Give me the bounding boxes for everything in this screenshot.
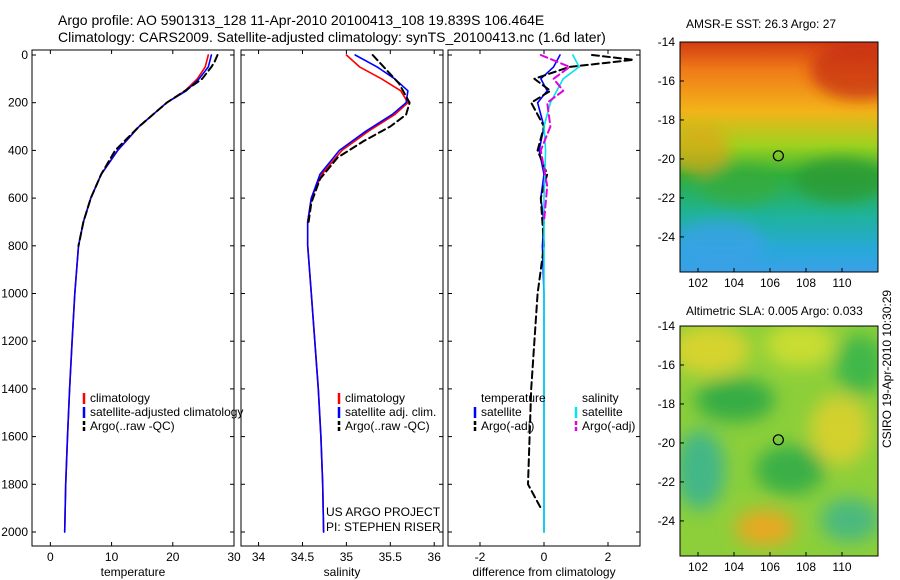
sla-map-ytick-label: -16 [658, 358, 676, 372]
salinity-legend-satellite-label: satellite adj. clim. [345, 405, 436, 419]
salinity-series-line [307, 54, 411, 223]
sla-map-ytick-label: -24 [658, 514, 676, 528]
difference-legend-temp-argo-label: Argo(-adj) [481, 419, 534, 433]
salinity-series-line [306, 54, 409, 533]
sla-map-xtick-label: 110 [832, 560, 851, 574]
sla-map-xtick-label: 104 [724, 560, 744, 574]
sst-map-float-position-marker [772, 150, 784, 162]
salinity-xtick-label: 36 [428, 550, 442, 564]
sla-map-ytick-label: -18 [658, 397, 676, 411]
salinity-legend-climatology-label: climatology [345, 391, 405, 405]
salinity-xtick-label: 34.5 [291, 550, 315, 564]
sst-map-ytick-label: -22 [658, 191, 676, 205]
temperature-xtick-label: 20 [166, 550, 180, 564]
sla-heatmap [680, 326, 878, 556]
sla-map-xtick-label: 108 [796, 560, 816, 574]
sst-heatmap [680, 42, 878, 272]
sst-map-xtick-label: 104 [724, 276, 744, 290]
difference-legend-sal-argo-label: Argo(-adj) [582, 419, 635, 433]
salinity-legend-argo-label: Argo(..raw -QC) [345, 419, 430, 433]
temperature-legend-climatology-label: climatology [90, 391, 150, 405]
depth-tick-label: 1600 [1, 430, 28, 444]
difference-xtick-label: 0 [541, 550, 548, 564]
temperature-xlabel: temperature [101, 565, 166, 579]
salinity-xtick-label: 35 [340, 550, 354, 564]
sst-map-xtick-label: 106 [760, 276, 780, 290]
difference-series-line [543, 54, 581, 533]
sla-map-title: Altimetric SLA: 0.005 Argo: 0.033 [686, 304, 863, 318]
depth-tick-label: 1200 [1, 334, 28, 348]
difference-xlabel: difference from climatology [472, 565, 615, 579]
salinity-xtick-label: 34 [252, 550, 266, 564]
depth-tick-label: 1400 [1, 382, 28, 396]
difference-legend-sal-satellite-label: satellite [582, 405, 623, 419]
sst-map-ytick-label: -16 [658, 74, 676, 88]
sla-map-xtick-label: 106 [760, 560, 780, 574]
temperature-legend-argo-label: Argo(..raw -QC) [90, 419, 175, 433]
salinity-xlabel: salinity [324, 565, 361, 579]
temperature-axes-frame [31, 49, 235, 547]
credit-line-1: US ARGO PROJECT [326, 505, 441, 519]
difference-series-line [536, 54, 561, 533]
sst-map-xtick-label: 110 [832, 276, 851, 290]
difference-legend-temp-satellite-label: satellite [481, 405, 522, 419]
difference-series-line [527, 54, 635, 510]
sla-map-ytick-label: -22 [658, 475, 676, 489]
sst-map-xtick-label: 102 [688, 276, 708, 290]
temperature-series-line [77, 54, 219, 247]
difference-legend-temperature-heading: temperature [481, 391, 546, 405]
salinity-series-line [306, 54, 409, 533]
sst-map-ytick-label: -14 [658, 35, 676, 49]
depth-tick-label: 200 [8, 96, 28, 110]
salinity-xtick-label: 35.5 [379, 550, 403, 564]
figure-title-line-2: Climatology: CARS2009. Satellite-adjuste… [58, 29, 606, 45]
salinity-axes-frame [240, 49, 444, 547]
difference-xtick-label: -2 [475, 550, 486, 564]
temperature-xtick-label: 10 [105, 550, 119, 564]
sst-map-ytick-label: -24 [658, 230, 676, 244]
sst-map-ytick-label: -20 [658, 152, 676, 166]
sla-map-float-position-marker [772, 434, 784, 446]
sla-map-ytick-label: -14 [658, 319, 676, 333]
figure-title-line-1: Argo profile: AO 5901313_128 11-Apr-2010… [58, 12, 545, 28]
sla-map-xtick-label: 102 [688, 560, 708, 574]
difference-legend-salinity-heading: salinity [582, 391, 619, 405]
depth-tick-label: 800 [8, 239, 28, 253]
depth-tick-label: 400 [8, 143, 28, 157]
temperature-xtick-label: 0 [47, 550, 54, 564]
depth-tick-label: 1800 [1, 477, 28, 491]
temperature-series-line [63, 54, 213, 533]
credit-line-2: PI: STEPHEN RISER [326, 520, 441, 534]
difference-series-line [539, 54, 571, 223]
difference-xtick-label: 2 [605, 550, 612, 564]
temperature-series-line [63, 54, 210, 533]
depth-tick-label: 1000 [1, 287, 28, 301]
sst-map-title: AMSR-E SST: 26.3 Argo: 27 [686, 17, 837, 31]
temperature-xtick-label: 30 [227, 550, 241, 564]
sst-map-ytick-label: -18 [658, 113, 676, 127]
depth-tick-label: 2000 [1, 525, 28, 539]
sst-map-xtick-label: 108 [796, 276, 816, 290]
depth-tick-label: 0 [21, 48, 28, 62]
sla-map-ytick-label: -20 [658, 436, 676, 450]
temperature-legend-satellite-label: satellite-adjusted climatology [90, 405, 243, 419]
depth-tick-label: 600 [8, 191, 28, 205]
